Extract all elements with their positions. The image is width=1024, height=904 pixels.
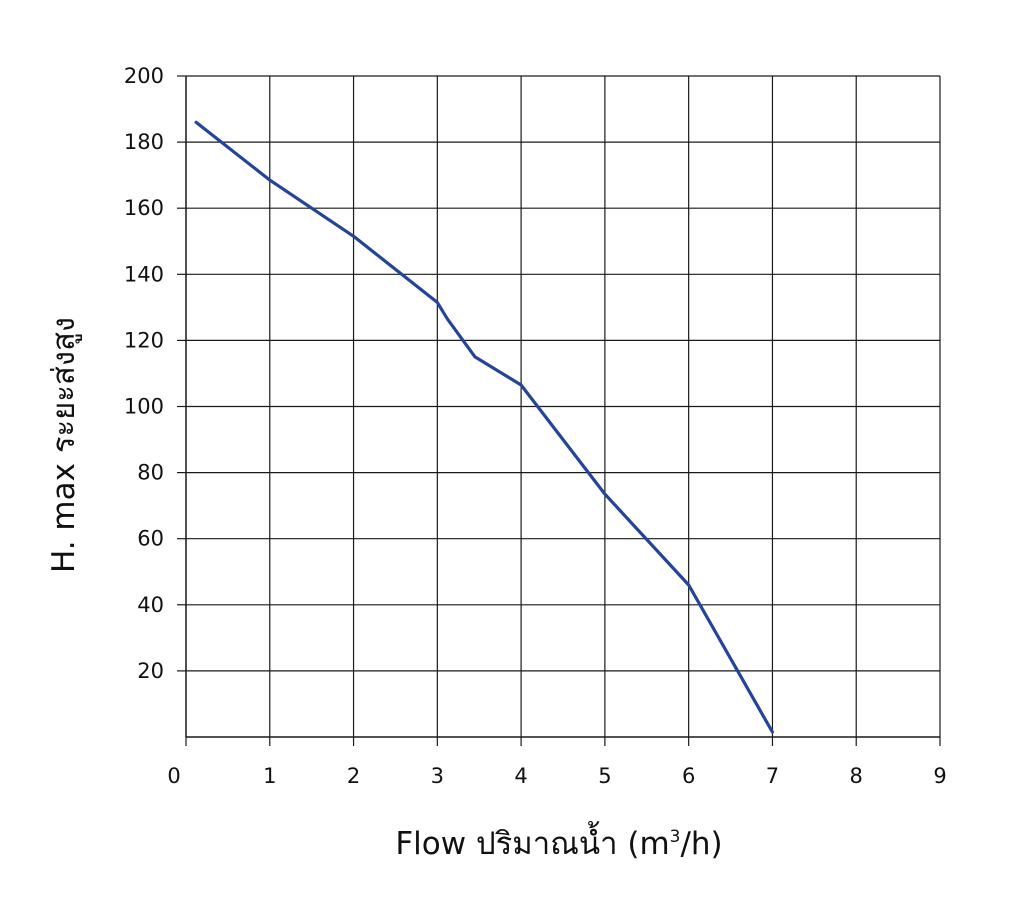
label-layer: 20 40 60 80 100 120 140 160 180 200 0 1 2 3 4 5 6 7 8 9 (124, 64, 947, 788)
tick-layer (177, 75, 941, 746)
x-tick-label-4: 4 (514, 764, 527, 788)
x-tick-label-0: 0 (167, 764, 180, 788)
series-line-0 (194, 120, 775, 734)
x-axis-title: Flow ปริมาณน้ำ (m3/h) (395, 821, 722, 862)
x-axis-title-superscript: 3 (670, 827, 681, 847)
series-layer (194, 120, 775, 734)
x-axis-title-suffix: /h) (680, 826, 722, 862)
y-tick-label-120: 120 (124, 328, 164, 352)
x-tick-label-3: 3 (431, 764, 444, 788)
x-tick-label-2: 2 (347, 764, 360, 788)
y-tick-label-100: 100 (124, 395, 164, 419)
y-tick-label-20: 20 (137, 659, 164, 683)
x-tick-label-5: 5 (598, 764, 611, 788)
x-tick-label-6: 6 (682, 764, 695, 788)
y-tick-label-200: 200 (124, 64, 164, 88)
y-tick-label-80: 80 (137, 461, 164, 485)
x-tick-label-1: 1 (263, 764, 276, 788)
y-tick-label-140: 140 (124, 262, 164, 286)
x-tick-label-7: 7 (766, 764, 779, 788)
y-axis-title: H. max ระยะส่งสูง (46, 317, 82, 573)
x-axis-title-main: Flow ปริมาณน้ำ (m (395, 821, 669, 862)
y-tick-label-160: 160 (124, 196, 164, 220)
y-tick-label-40: 40 (137, 593, 164, 617)
x-tick-label-9: 9 (933, 764, 946, 788)
y-tick-label-60: 60 (137, 527, 164, 551)
grid-layer (185, 75, 941, 738)
y-tick-label-180: 180 (124, 130, 164, 154)
x-tick-label-8: 8 (850, 764, 863, 788)
